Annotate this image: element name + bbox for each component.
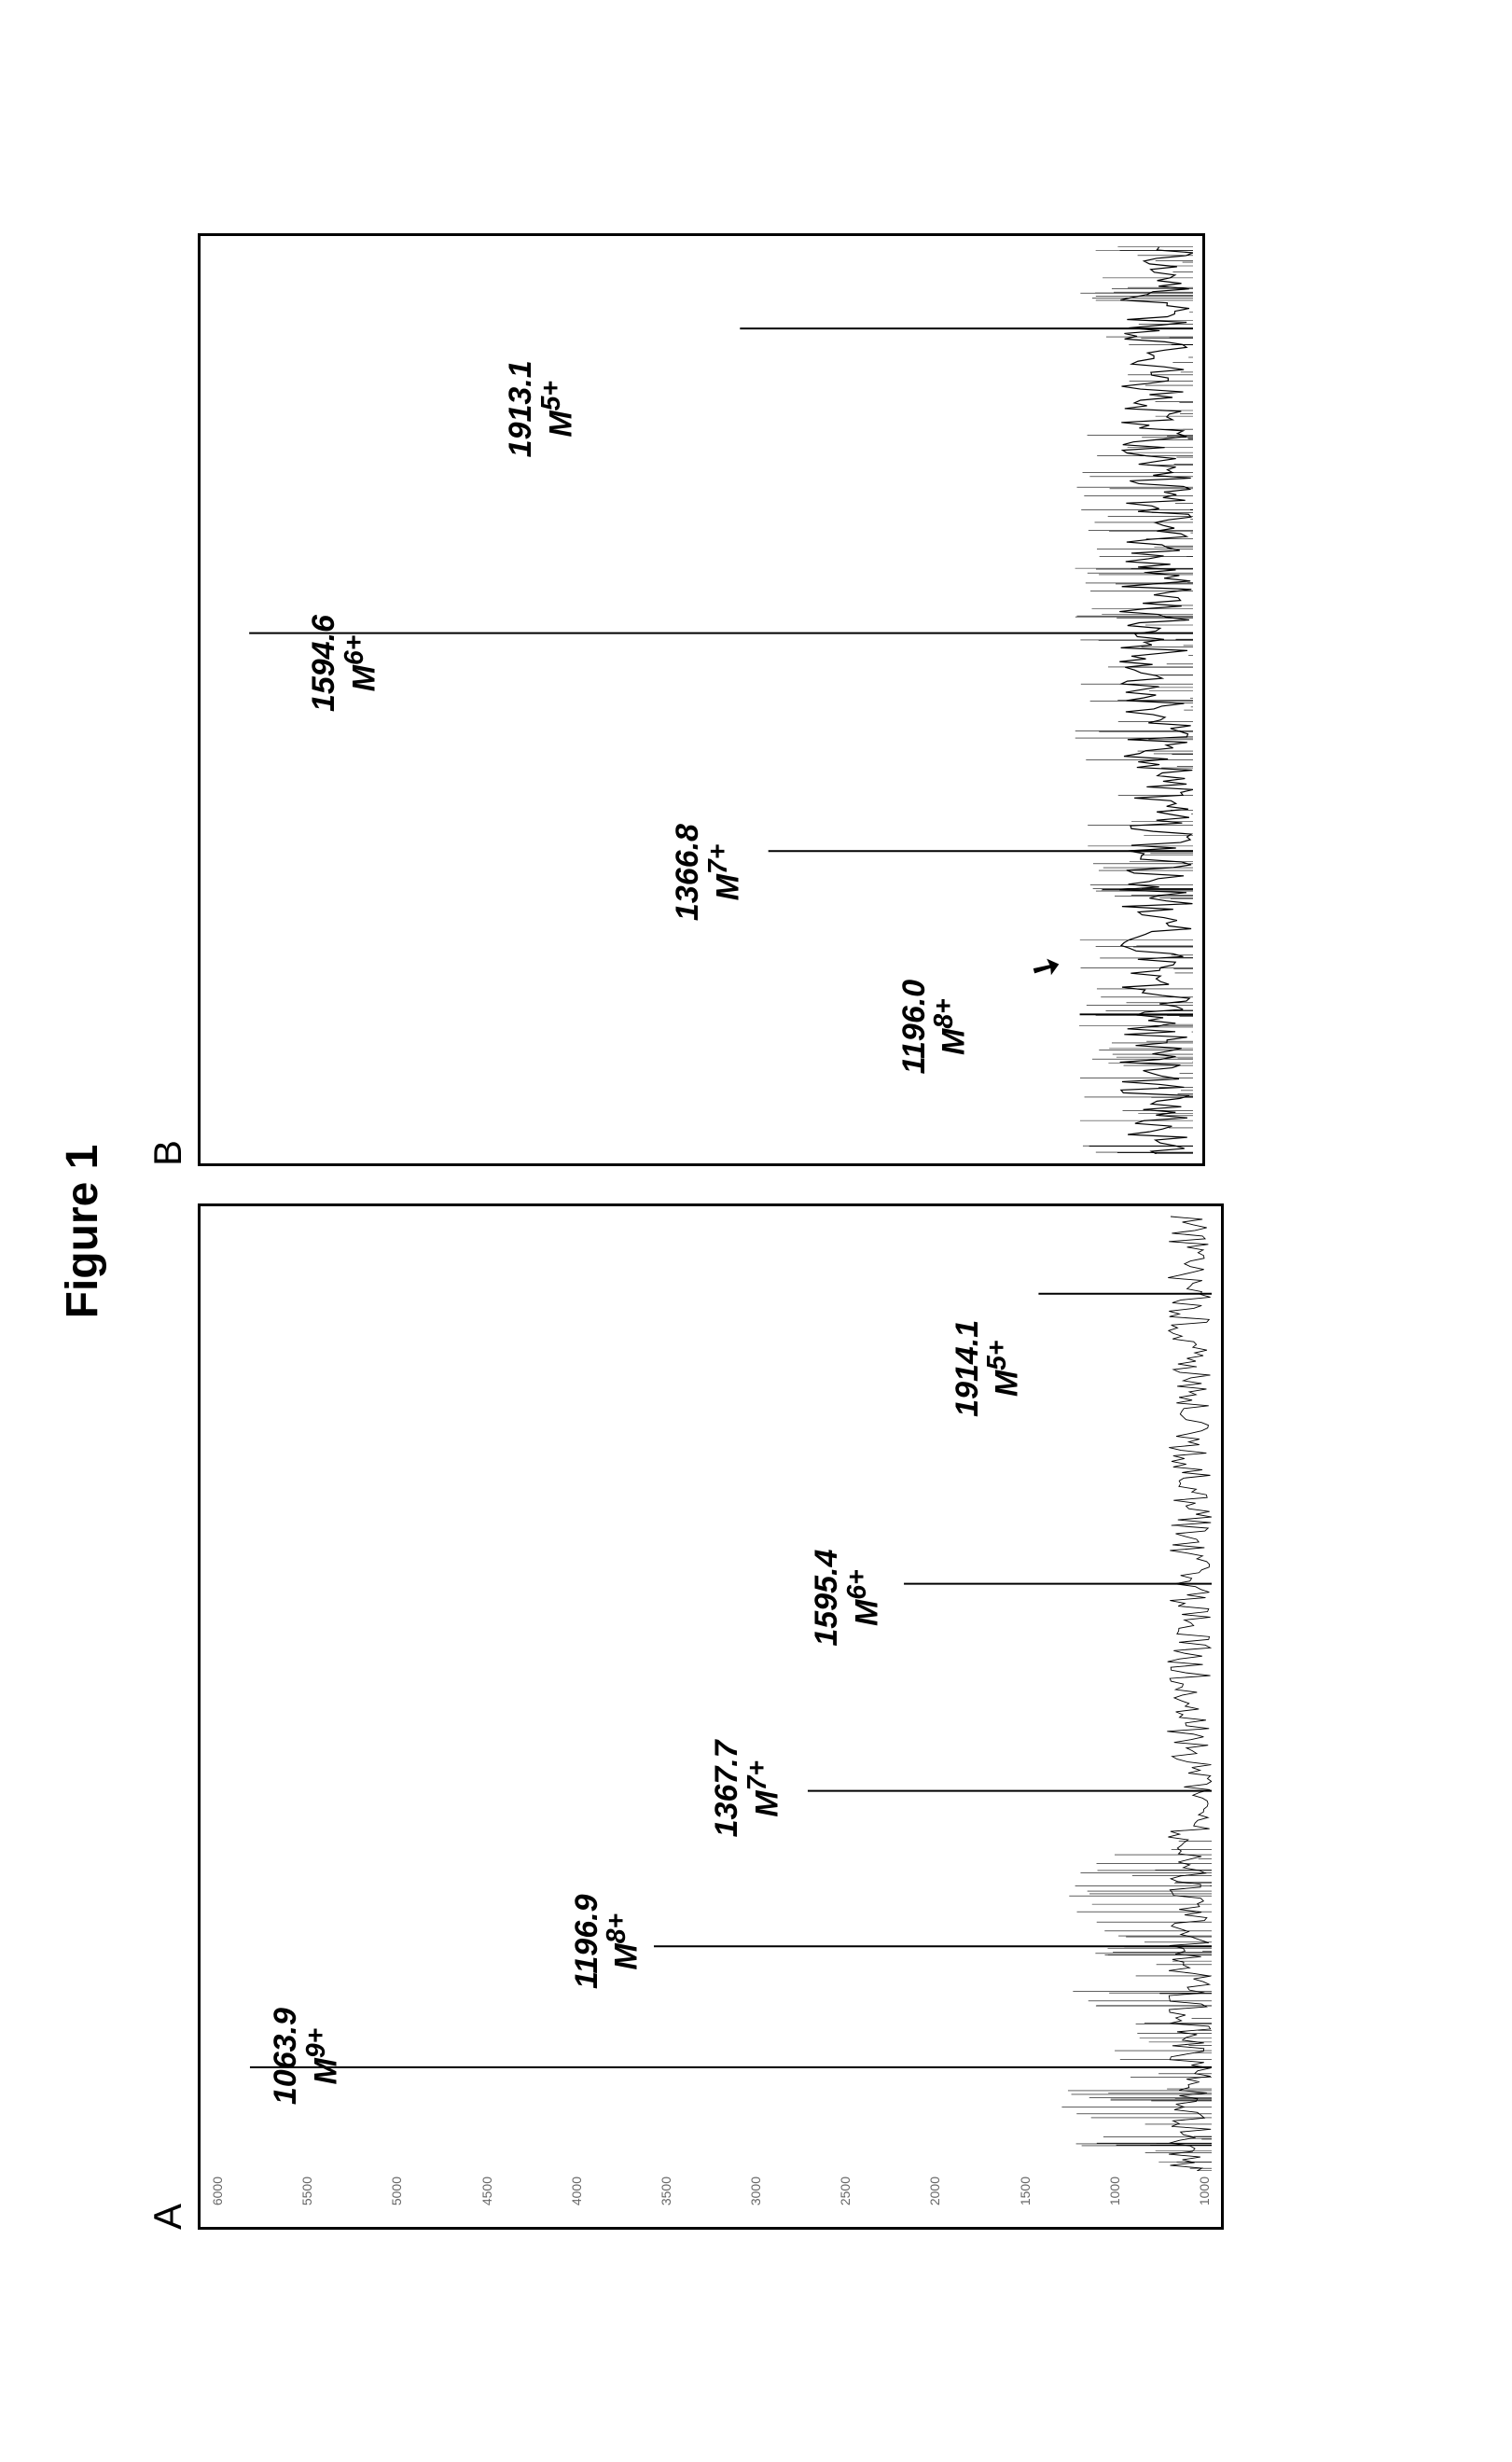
y-tick: 2000 [927, 2171, 942, 2227]
y-tick: 4000 [568, 2171, 583, 2227]
panel-a-label: A [146, 1203, 190, 2230]
panel-a: A 6000 5500 5000 4500 4000 3500 3000 2500 2000 15… [146, 1203, 1224, 2230]
peak-label: 1595.4M6+ [811, 1549, 884, 1646]
peak-label: 1594.6M6+ [308, 615, 381, 712]
y-tick: 1000 [1106, 2171, 1121, 2227]
figure-title: Figure 1 [57, 112, 108, 2351]
peak-label: 1063.9M9+ [270, 2008, 343, 2105]
y-tick: 2500 [838, 2171, 853, 2227]
peak-label: 1913.1M5+ [505, 360, 578, 457]
chart-a: 6000 5500 5000 4500 4000 3500 3000 2500 2000 1500… [198, 1203, 1224, 2230]
y-tick: 6000 [210, 2171, 225, 2227]
panel-b-label: B [146, 233, 190, 1166]
panel-b: B 1196.0M8+➘1366.8M7+1594.6M6+1913.1M5+ [146, 233, 1224, 1166]
y-tick: 5000 [389, 2171, 404, 2227]
y-tick: 3500 [658, 2171, 673, 2227]
y-tick: 3000 [748, 2171, 763, 2227]
chart-a-y-axis: 6000 5500 5000 4500 4000 3500 3000 2500 2000 1500… [201, 2171, 1221, 2227]
y-tick: 1000 [1196, 2171, 1211, 2227]
peak-label: 1366.8M7+ [672, 824, 745, 921]
peak-label: 1914.1M5+ [950, 1319, 1024, 1416]
y-tick: 5500 [299, 2171, 314, 2227]
panels-row: A 6000 5500 5000 4500 4000 3500 3000 2500 2000 15… [146, 112, 1224, 2351]
chart-a-baseline [210, 1216, 1212, 2171]
peak-label: 1196.9M8+ [570, 1894, 644, 1988]
figure-page: Figure 1 A 6000 5500 5000 4500 4000 3500 3000 2… [57, 112, 1456, 2351]
chart-b-plot: 1196.0M8+➘1366.8M7+1594.6M6+1913.1M5+ [210, 245, 1193, 1154]
peak-label: 1367.7M7+ [711, 1740, 784, 1837]
chart-a-plot: 1063.9M9+ 1196.9M8+ 1367.7M7+ 1595.4M6+ 1914… [210, 1216, 1212, 2171]
y-tick: 4500 [479, 2171, 493, 2227]
peak-label: 1196.0M8+ [897, 979, 971, 1073]
chart-b: 1196.0M8+➘1366.8M7+1594.6M6+1913.1M5+ [198, 233, 1205, 1166]
y-tick: 1500 [1017, 2171, 1032, 2227]
